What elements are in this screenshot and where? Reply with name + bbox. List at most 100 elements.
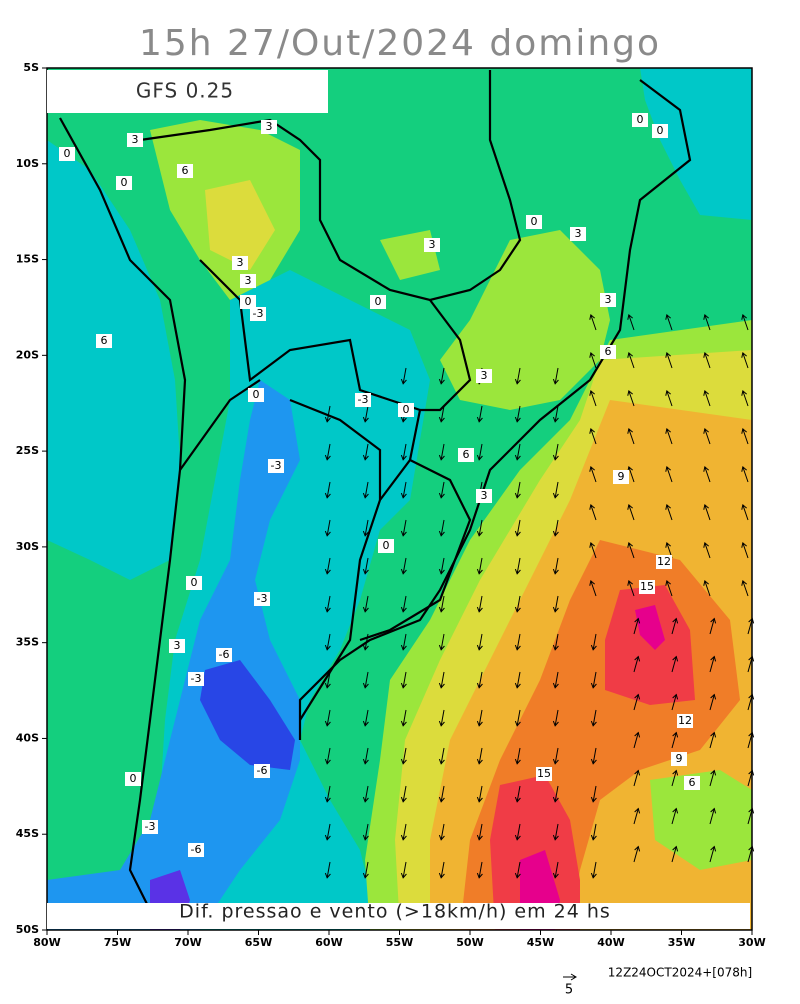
lon-label: 70W xyxy=(174,936,201,949)
field-pos18 xyxy=(635,605,665,650)
contour-label-text: 3 xyxy=(237,256,244,269)
wind-arrow xyxy=(478,671,483,688)
wind-arrow-head xyxy=(665,541,671,548)
wind-arrow xyxy=(516,443,521,460)
contour-label: -6 xyxy=(216,648,232,662)
wind-arrow xyxy=(590,504,597,521)
contour-label-text: 3 xyxy=(245,274,252,287)
contour-label-text: 12 xyxy=(657,555,671,568)
contour-label-bg xyxy=(59,147,75,161)
lat-label: 30S xyxy=(16,540,39,553)
lon-label: 75W xyxy=(104,936,131,949)
wind-arrow-head xyxy=(324,492,331,499)
contour-label-text: 15 xyxy=(537,767,551,780)
wind-arrow-head xyxy=(589,389,595,396)
wind-arrow-head xyxy=(590,834,597,841)
wind-arrow-head xyxy=(514,758,521,765)
wind-arrow xyxy=(364,747,369,764)
contour-label-text: 6 xyxy=(463,448,470,461)
contour-label: 12 xyxy=(677,714,693,728)
contour-label-bg xyxy=(526,215,542,229)
wind-arrow-head xyxy=(710,769,717,776)
wind-arrow-head xyxy=(514,606,521,613)
lon-label: 40W xyxy=(597,936,624,949)
wind-arrow xyxy=(364,861,369,878)
wind-arrow-head xyxy=(400,682,407,689)
wind-arrow xyxy=(326,557,331,574)
wind-arrow-head xyxy=(476,834,483,841)
wind-arrow xyxy=(402,367,407,384)
contour-label: 0 xyxy=(632,113,648,127)
contour-label-bg xyxy=(370,295,386,309)
wind-arrow xyxy=(364,557,369,574)
wind-arrow xyxy=(671,770,677,787)
wind-arrow xyxy=(590,314,597,331)
contour-label-bg xyxy=(355,393,371,407)
wind-arrow-head xyxy=(438,606,445,613)
wind-arrow xyxy=(592,823,597,840)
wind-arrow-head xyxy=(476,606,483,613)
contour-label-text: 3 xyxy=(575,227,582,240)
wind-arrow-head xyxy=(438,378,445,385)
wind-arrow-head xyxy=(476,416,483,423)
wind-arrow xyxy=(592,709,597,726)
wind-arrow xyxy=(364,443,369,460)
wind-arrow-head xyxy=(400,758,407,765)
contour-label-text: 3 xyxy=(481,489,488,502)
field-neg xyxy=(640,68,752,220)
contour-label-bg xyxy=(240,295,256,309)
wind-arrow-head xyxy=(590,720,597,727)
contour-label: 6 xyxy=(600,345,616,359)
contour-label-text: 12 xyxy=(678,714,692,727)
wind-arrow xyxy=(554,671,559,688)
wind-arrow xyxy=(628,428,635,445)
wind-arrow xyxy=(554,481,559,498)
wind-arrow xyxy=(554,823,559,840)
wind-arrow-head xyxy=(362,606,369,613)
wind-arrow xyxy=(666,580,673,597)
contour-label-bg xyxy=(600,293,616,307)
lat-label: 20S xyxy=(16,348,39,361)
contour-label-bg xyxy=(142,820,158,834)
wind-arrow xyxy=(628,504,635,521)
wind-arrow-head xyxy=(589,503,595,510)
wind-arrow-head xyxy=(438,834,445,841)
wind-arrow xyxy=(633,732,639,749)
wind-arrow xyxy=(554,443,559,460)
wind-arrow-head xyxy=(552,530,559,537)
field-pos15 xyxy=(490,775,580,930)
contour-label-text: 6 xyxy=(605,345,612,358)
contour-label-bg xyxy=(268,459,284,473)
lat-label: 25S xyxy=(16,444,39,457)
contour-label: 3 xyxy=(261,120,277,134)
wind-arrow xyxy=(326,481,331,498)
wind-arrow xyxy=(742,466,749,483)
field-pos3 xyxy=(650,770,752,870)
wind-arrow xyxy=(666,428,673,445)
wind-arrow-head xyxy=(665,389,671,396)
wind-arrow-head xyxy=(552,644,559,651)
wind-arrow xyxy=(440,405,445,422)
contour-label: 3 xyxy=(240,274,256,288)
wind-arrow-head xyxy=(634,769,641,776)
lon-label: 50W xyxy=(456,936,483,949)
wind-arrow-head xyxy=(362,416,369,423)
wind-arrow xyxy=(478,557,483,574)
wind-arrow xyxy=(478,443,483,460)
contour-label: 0 xyxy=(248,388,264,402)
wind-arrow-head xyxy=(552,568,559,575)
wind-arrow xyxy=(704,352,711,369)
wind-arrow-head xyxy=(703,351,709,358)
wind-arrow xyxy=(478,709,483,726)
contour-label-bg xyxy=(684,776,700,790)
wind-arrow-head xyxy=(741,503,747,510)
wind-arrow-head xyxy=(400,872,407,879)
wind-arrow-head xyxy=(362,720,369,727)
wind-arrow xyxy=(402,595,407,612)
wind-arrow xyxy=(402,633,407,650)
wind-arrow xyxy=(704,428,711,445)
wind-arrow xyxy=(590,352,597,369)
wind-arrow xyxy=(402,519,407,536)
wind-arrow xyxy=(364,405,369,422)
lat-label: 5S xyxy=(23,61,39,74)
